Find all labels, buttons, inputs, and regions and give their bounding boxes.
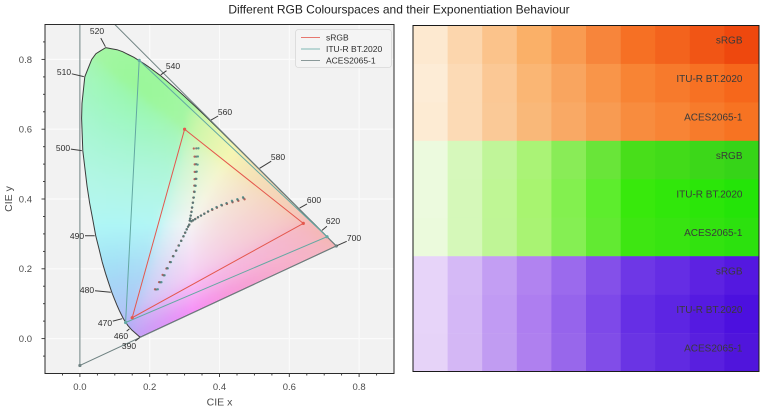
svg-text:470: 470 <box>98 318 112 328</box>
svg-text:0.2: 0.2 <box>143 382 156 393</box>
svg-text:520: 520 <box>90 26 104 36</box>
svg-text:600: 600 <box>307 195 321 205</box>
svg-text:700: 700 <box>347 233 361 243</box>
svg-text:ITU-R BT.2020: ITU-R BT.2020 <box>676 74 743 85</box>
svg-text:560: 560 <box>218 107 232 117</box>
svg-text:510: 510 <box>57 67 71 77</box>
svg-text:sRGB: sRGB <box>326 33 349 43</box>
svg-text:ITU-R BT.2020: ITU-R BT.2020 <box>676 305 743 316</box>
svg-text:0.6: 0.6 <box>283 382 296 393</box>
svg-text:500: 500 <box>56 143 70 153</box>
svg-text:390: 390 <box>122 341 136 351</box>
svg-text:0.8: 0.8 <box>19 55 32 66</box>
svg-text:460: 460 <box>114 331 128 341</box>
svg-text:ITU-R BT.2020: ITU-R BT.2020 <box>676 190 743 201</box>
svg-text:580: 580 <box>271 152 285 162</box>
svg-text:0.0: 0.0 <box>73 382 86 393</box>
svg-text:ITU-R BT.2020: ITU-R BT.2020 <box>326 44 382 54</box>
svg-text:ACES2065-1: ACES2065-1 <box>326 56 376 66</box>
svg-text:sRGB: sRGB <box>716 151 743 162</box>
svg-text:620: 620 <box>326 216 340 226</box>
svg-text:0.4: 0.4 <box>213 382 226 393</box>
svg-text:0.6: 0.6 <box>19 125 32 136</box>
svg-text:CIE y: CIE y <box>3 185 15 211</box>
svg-text:ACES2065-1: ACES2065-1 <box>684 228 743 239</box>
svg-text:Different RGB Colourspaces and: Different RGB Colourspaces and their Exp… <box>228 3 569 17</box>
svg-text:sRGB: sRGB <box>716 36 743 47</box>
svg-text:sRGB: sRGB <box>716 266 743 277</box>
svg-text:490: 490 <box>70 231 84 241</box>
svg-text:ACES2065-1: ACES2065-1 <box>684 343 743 354</box>
svg-text:0.8: 0.8 <box>352 382 365 393</box>
svg-text:ACES2065-1: ACES2065-1 <box>684 113 743 124</box>
svg-text:480: 480 <box>80 285 94 295</box>
svg-text:0.4: 0.4 <box>19 194 32 205</box>
svg-text:0.2: 0.2 <box>19 264 32 275</box>
svg-text:CIE x: CIE x <box>207 397 233 409</box>
svg-text:540: 540 <box>166 61 180 71</box>
svg-text:0.0: 0.0 <box>19 334 32 345</box>
